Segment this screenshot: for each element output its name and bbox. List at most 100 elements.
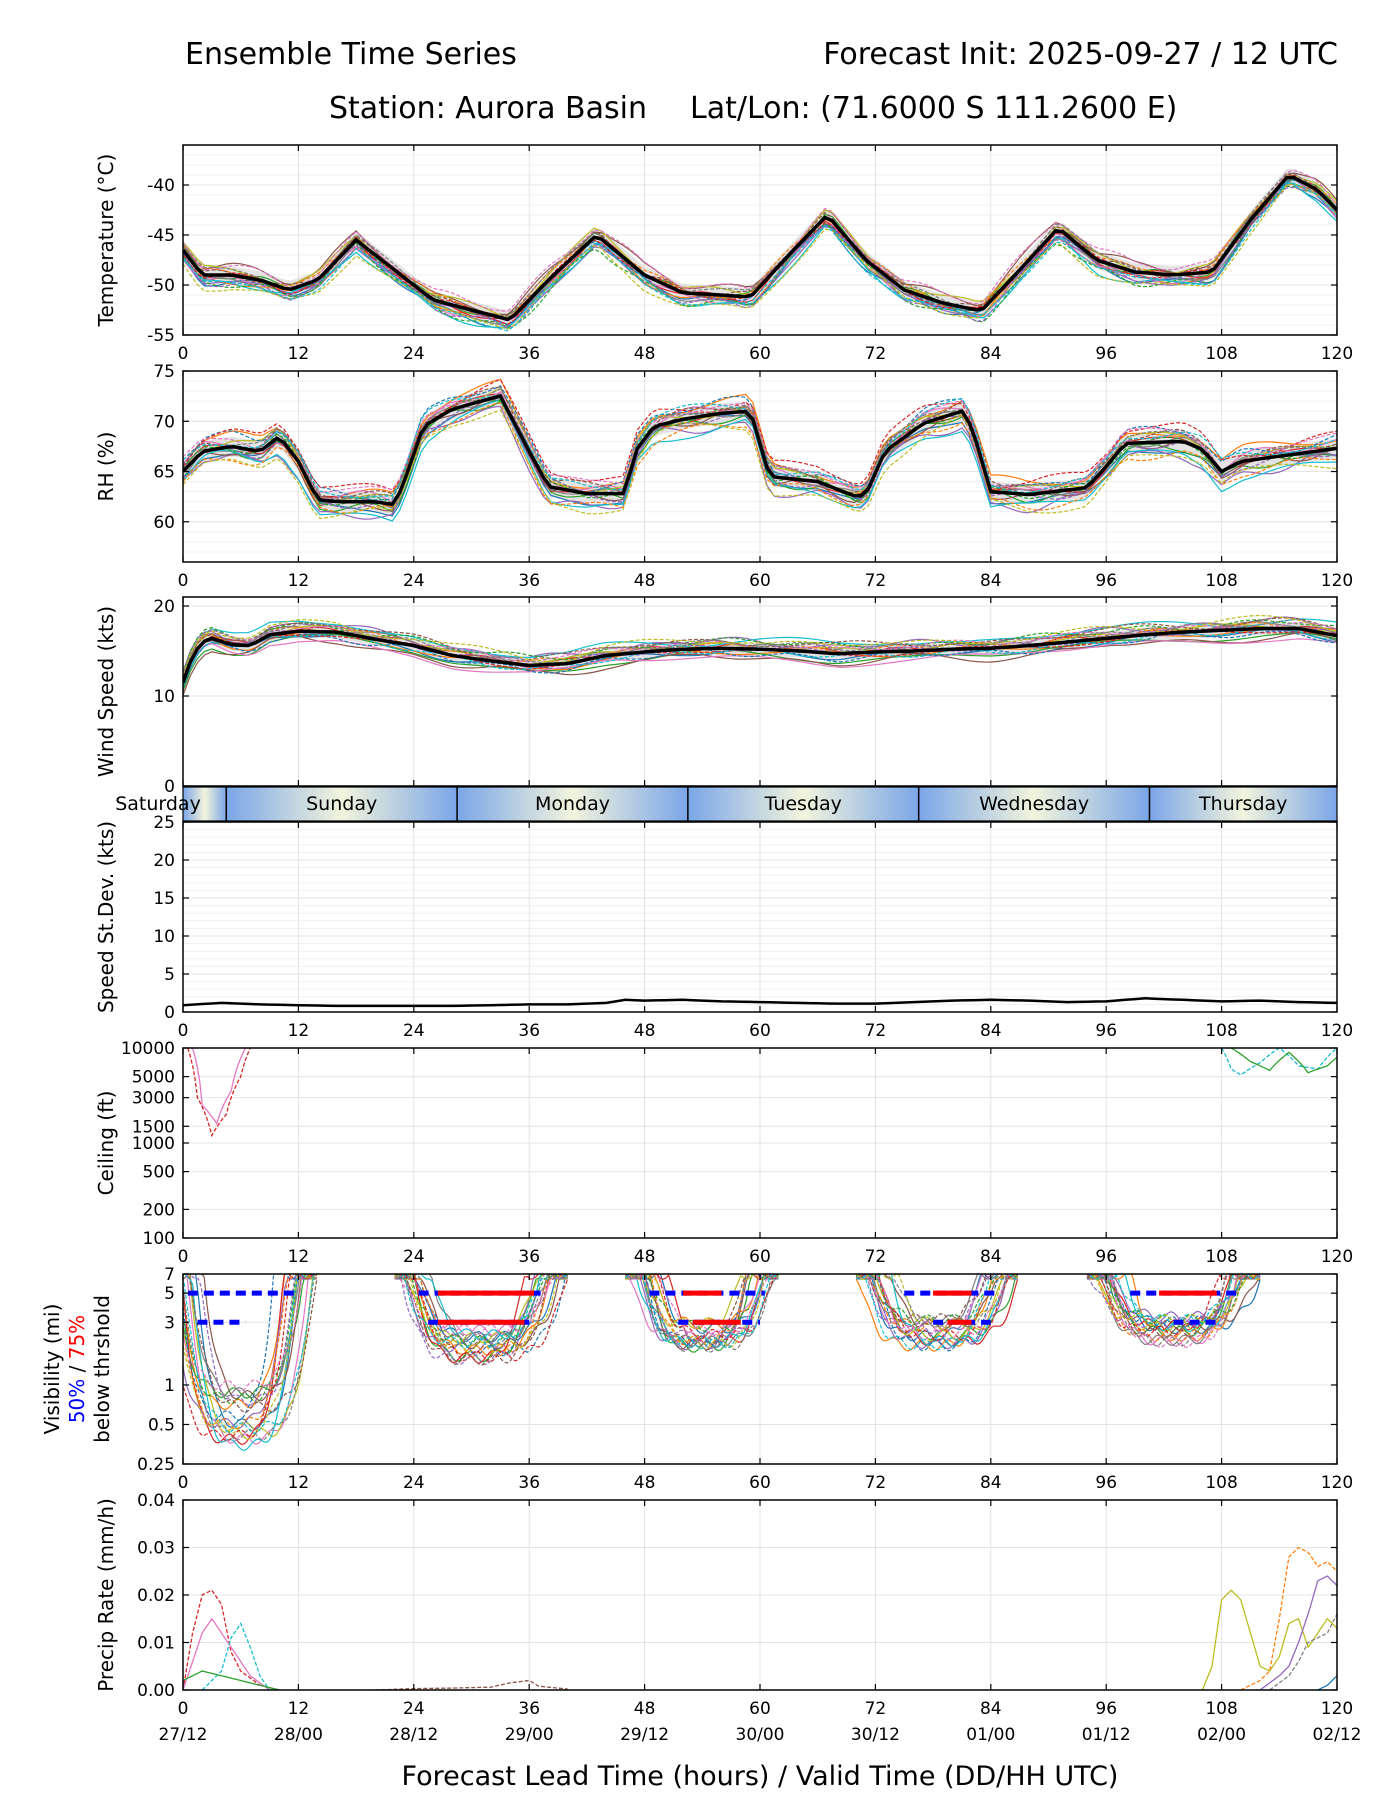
visibility-plot-area	[183, 1274, 1261, 1452]
ceiling-xtick-label: 96	[1095, 1247, 1117, 1267]
rh-ytick-label: 60	[153, 513, 175, 533]
visibility-xtick-label: 24	[403, 1473, 425, 1493]
wind_speed-member-line	[183, 614, 1337, 675]
precip-ticks	[182, 1499, 1338, 1691]
day-label-tuesday: Tuesday	[764, 793, 842, 815]
precip-xtick-label: 12	[288, 1699, 310, 1719]
rh-panel: 60 65 70 75 0 12 24 36 48 60 72 84 96 108 120 RH (%)	[94, 362, 1353, 591]
wind_speed-ylabel: Wind Speed (kts)	[94, 606, 118, 777]
visibility-member-line	[624, 1274, 779, 1341]
visibility-ytick-label: 1	[164, 1376, 175, 1396]
visibility-member-line	[864, 1274, 1011, 1341]
visibility-legend-sep: /	[65, 1359, 89, 1378]
wind_speed-ensemble-mean-line	[183, 626, 1337, 684]
visibility-member-line	[856, 1274, 1015, 1325]
temperature-xtick-label: 0	[178, 344, 189, 364]
visibility-xtick-label: 36	[518, 1473, 540, 1493]
visibility-member-line	[625, 1274, 779, 1343]
visibility-member-line	[401, 1274, 568, 1356]
temperature-xtick-label: 24	[403, 344, 425, 364]
ceiling-member-line	[1230, 1048, 1337, 1074]
visibility-ytick-label: 0.5	[148, 1415, 175, 1435]
day-band-frame	[182, 786, 1338, 822]
valid-time-label: 30/12	[851, 1725, 900, 1745]
rh-ytick-label: 65	[153, 463, 175, 483]
valid-time-labels: 27/12 28/00 28/12 29/00 29/12 30/00 30/12 01/00…	[159, 1725, 1362, 1745]
temperature-ticks	[182, 145, 1338, 336]
visibility-member-line	[855, 1274, 1019, 1330]
visibility-p75-legend: 75%	[65, 1315, 89, 1359]
speed_stdev-ytick-label: 15	[153, 889, 175, 909]
rh-xtick-label: 72	[865, 571, 887, 591]
precip-grid	[182, 1499, 1338, 1691]
visibility-member-line	[862, 1274, 1009, 1352]
ceiling-ytick-label: 100	[143, 1229, 175, 1249]
valid-time-label: 02/12	[1313, 1725, 1362, 1745]
valid-time-label: 01/00	[966, 1725, 1015, 1745]
visibility-member-line	[183, 1274, 318, 1422]
rh-xtick-label: 24	[403, 571, 425, 591]
precip-xtick-label: 0	[178, 1699, 189, 1719]
precip-plot-area	[183, 1546, 1337, 1690]
day-label-wednesday: Wednesday	[979, 793, 1089, 815]
rh-ensemble-mean-line	[183, 394, 1337, 507]
ceiling-xtick-label: 36	[518, 1247, 540, 1267]
ceiling-grid	[182, 1047, 1338, 1239]
rh-xtick-label: 84	[980, 571, 1002, 591]
visibility-grid	[182, 1273, 1338, 1465]
temperature-xtick-label: 36	[518, 344, 540, 364]
wind_speed-ytick-label: 20	[153, 597, 175, 617]
visibility-member-line	[1087, 1274, 1261, 1326]
rh-ylabel: RH (%)	[94, 432, 118, 502]
temperature-member-line	[183, 172, 1337, 315]
visibility-ylabel-tail: below thrshold	[90, 1295, 114, 1443]
ceiling-xtick-label: 60	[749, 1247, 771, 1267]
visibility-member-line	[394, 1274, 568, 1357]
precip-member-line	[1201, 1589, 1337, 1690]
precip-xtick-label: 36	[518, 1699, 540, 1719]
visibility-member-line	[183, 1274, 317, 1430]
precip-xtick-label: 120	[1321, 1699, 1353, 1719]
rh-member-line	[183, 387, 1337, 501]
precip-member-line	[183, 1670, 280, 1690]
visibility-ytick-label: 7	[164, 1265, 175, 1285]
temperature-xtick-label: 48	[634, 344, 656, 364]
rh-ytick-label: 75	[153, 362, 175, 382]
speed_stdev-xtick-label: 60	[749, 1021, 771, 1041]
rh-member-line	[183, 393, 1337, 499]
speed_stdev-plot-area	[183, 997, 1337, 1008]
wind_speed-member-line	[183, 638, 1337, 685]
ceiling-xtick-label: 108	[1205, 1247, 1237, 1267]
visibility-xtick-label: 48	[634, 1473, 656, 1493]
speed_stdev-xtick-label: 48	[634, 1021, 656, 1041]
visibility-ytick-label: 5	[164, 1284, 175, 1304]
ceiling-ytick-label: 1500	[132, 1117, 175, 1137]
precip-member-line	[1269, 1613, 1337, 1690]
ceiling-plot-area	[187, 1048, 1337, 1138]
visibility-member-line	[626, 1274, 773, 1347]
precip-member-line	[1317, 1675, 1337, 1690]
rh-xtick-label: 108	[1205, 571, 1237, 591]
visibility-member-line	[394, 1274, 560, 1345]
visibility-member-line	[183, 1274, 318, 1402]
temperature-xtick-label: 96	[1095, 344, 1117, 364]
valid-time-label: 29/12	[620, 1725, 669, 1745]
precip-ytick-label: 0.01	[137, 1634, 175, 1654]
wind_speed-panel: 0 10 20 Wind Speed (kts)	[94, 596, 1338, 797]
visibility-member-line	[183, 1278, 317, 1441]
visibility-member-line	[183, 1274, 314, 1442]
rh-xtick-label: 48	[634, 571, 656, 591]
temperature-ensemble-mean-line	[183, 175, 1337, 322]
rh-grid	[182, 370, 1338, 563]
visibility-member-line	[189, 1274, 310, 1407]
visibility-xtick-label: 84	[980, 1473, 1002, 1493]
visibility-member-line	[625, 1274, 769, 1347]
temperature-member-line	[183, 169, 1337, 312]
valid-time-label: 01/12	[1082, 1725, 1131, 1745]
ceiling-xtick-label: 24	[403, 1247, 425, 1267]
ceiling-xtick-label: 72	[865, 1247, 887, 1267]
visibility-ticks	[182, 1273, 1338, 1465]
visibility-member-line	[394, 1274, 567, 1341]
